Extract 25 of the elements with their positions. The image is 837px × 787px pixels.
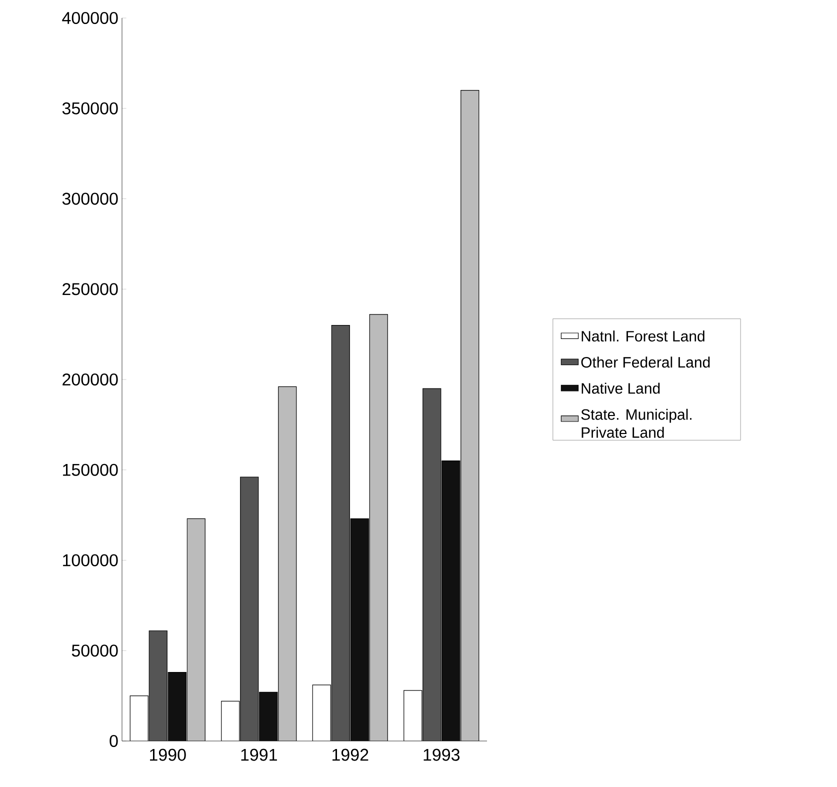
y-tick-label: 150000 <box>63 464 118 476</box>
y-tick-label: 350000 <box>62 102 118 114</box>
legend-label: Other Federal Land <box>581 356 710 368</box>
bar <box>350 518 369 741</box>
y-tick-label: 0 <box>110 734 118 748</box>
y-tick-label: 200000 <box>62 373 118 386</box>
bar <box>240 477 258 741</box>
bar <box>442 460 460 741</box>
bar <box>149 630 168 741</box>
x-tick-label: 1992 <box>332 748 368 761</box>
y-tick-label: 250000 <box>62 283 118 296</box>
y-tick-label: 400000 <box>62 12 118 24</box>
x-tick-label: 1990 <box>150 748 186 761</box>
bar <box>422 388 442 741</box>
y-tick-label: 100000 <box>63 554 118 566</box>
bar <box>332 325 350 741</box>
legend-label: State. Municipal. Private Land <box>581 408 692 438</box>
x-tick-label: 1993 <box>424 748 460 761</box>
y-tick-label: 300000 <box>62 192 118 205</box>
legend-label: Natnl. Forest Land <box>582 330 704 342</box>
legend-label: Native Land <box>582 382 660 394</box>
y-tick-label: 50000 <box>72 644 118 657</box>
bar <box>259 692 278 741</box>
bar <box>168 672 186 741</box>
x-tick-label: 1991 <box>241 748 277 761</box>
